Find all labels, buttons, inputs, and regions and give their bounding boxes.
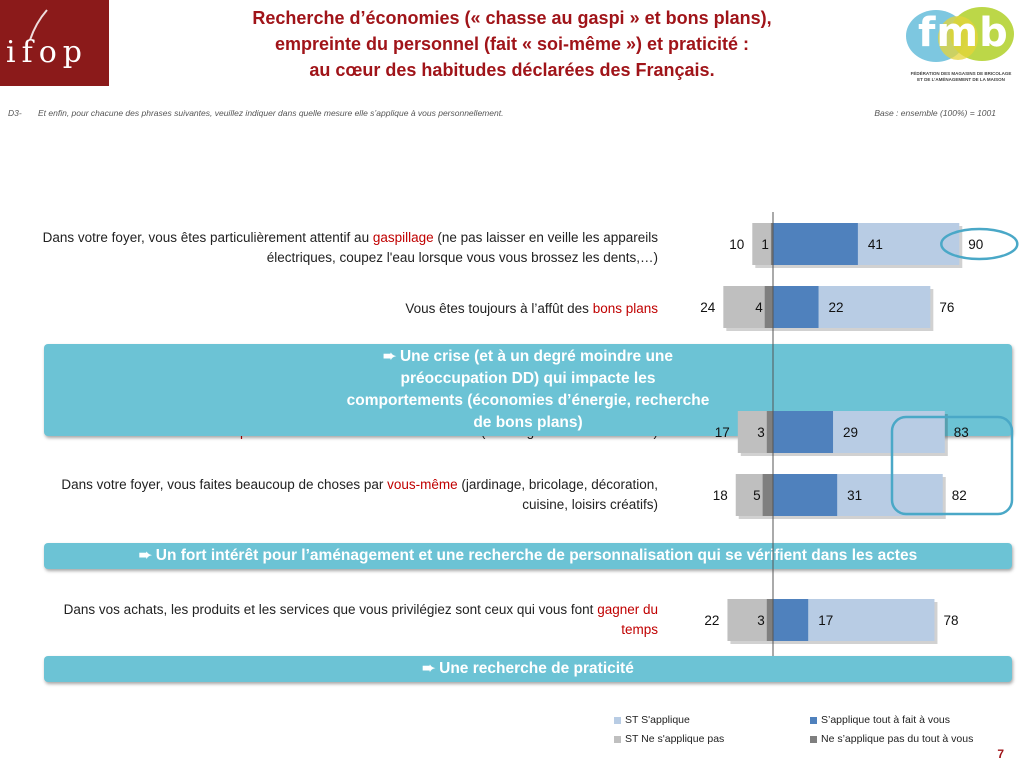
statement-highlight: vous-même xyxy=(387,477,458,492)
statement-highlight: gaspillage xyxy=(372,230,434,245)
statement-text: Dans votre foyer, vous faites beaucoup d… xyxy=(61,477,388,492)
fmb-logo xyxy=(906,7,1014,62)
bar-pas-du-tout xyxy=(762,474,773,516)
fmb-logo-yellow-circle xyxy=(938,16,978,60)
banner-text: Un fort intérêt pour l’aménagement et un… xyxy=(155,547,918,564)
value-label-pas-du-tout: 3 xyxy=(757,425,765,440)
statement-highlight: bons plans xyxy=(592,301,658,316)
base-note: Base : ensemble (100%) = 1001 xyxy=(874,108,996,118)
statement-text: (jardinage, bricolage, décoration, cuisi… xyxy=(457,477,658,512)
statement-text: (ne pas laisser en veille les appareils … xyxy=(266,230,658,265)
bar-tout-a-fait xyxy=(773,599,809,641)
value-label-st-applique: 82 xyxy=(952,488,967,503)
value-label-pas-du-tout: 1 xyxy=(761,237,769,252)
ifop-logo: ifop xyxy=(0,0,109,86)
value-label-st-applique: 78 xyxy=(943,613,958,628)
banner-amenagement: ➨ Un fort intérêt pour l’aménagement et u… xyxy=(44,543,1012,569)
banner-praticite: ➨ Une recherche de praticité xyxy=(44,656,1012,682)
question-text: Et enfin, pour chacune des phrases suiva… xyxy=(38,108,504,118)
legend-label: ST S'applique xyxy=(625,714,690,726)
page-title: Recherche d’économies (« chasse au gaspi… xyxy=(150,5,874,83)
banner-text: Une crise (et à un degré moindre une pré… xyxy=(346,348,710,431)
title-line-3: au cœur des habitudes déclarées des Fran… xyxy=(309,60,715,80)
arrow-icon: ➨ xyxy=(138,547,152,564)
statement-highlight: gagner du temps xyxy=(597,602,658,637)
title-line-2: empreinte du personnel (fait « soi-même … xyxy=(274,34,750,54)
legend-swatch xyxy=(614,735,621,743)
value-label-st-applique: 76 xyxy=(939,300,954,315)
page-number: 7 xyxy=(997,747,1004,761)
legend-item-st-ne-applique-pas: ST Ne s'applique pas xyxy=(614,733,724,745)
statement-text: Dans vos achats, les produits et les ser… xyxy=(63,602,598,617)
value-label-tout-a-fait: 17 xyxy=(818,613,833,628)
bar-tout-a-fait xyxy=(773,223,858,265)
bar-tout-a-fait xyxy=(773,474,838,516)
legend-item-st-applique: ST S'applique xyxy=(614,714,690,726)
ifop-logo-mark: ifop xyxy=(6,9,88,70)
value-label-tout-a-fait: 29 xyxy=(843,425,858,440)
value-label-st-ne-applique-pas: 10 xyxy=(729,237,744,252)
highlight-box-vous-meme xyxy=(890,415,1014,516)
legend-swatch xyxy=(614,716,621,724)
legend-swatch xyxy=(810,716,817,724)
value-label-pas-du-tout: 3 xyxy=(757,613,765,628)
statement-vous-meme: Dans votre foyer, vous faites beaucoup d… xyxy=(38,475,658,515)
title-line-1: Recherche d’économies (« chasse au gaspi… xyxy=(252,8,772,28)
legend-label: ST Ne s'applique pas xyxy=(625,733,725,745)
bar-pas-du-tout xyxy=(766,599,773,641)
bar-st-ne-applique-pas xyxy=(752,223,773,265)
value-label-st-ne-applique-pas: 24 xyxy=(700,300,716,315)
arrow-icon: ➨ xyxy=(382,348,396,365)
bar-pas-du-tout xyxy=(766,411,773,453)
value-label-pas-du-tout: 5 xyxy=(753,488,761,503)
value-label-st-applique: 90 xyxy=(968,237,983,252)
value-label-st-ne-applique-pas: 17 xyxy=(715,425,730,440)
bar-tout-a-fait xyxy=(773,411,834,453)
value-label-st-applique: 83 xyxy=(954,425,969,440)
value-label-tout-a-fait: 41 xyxy=(868,237,883,252)
statement-text: Vous êtes toujours à l’affût des xyxy=(405,301,593,316)
legend-label: Ne s’applique pas du tout à vous xyxy=(821,733,974,745)
arrow-icon: ➨ xyxy=(422,660,436,677)
legend-swatch xyxy=(810,735,817,743)
value-label-st-ne-applique-pas: 18 xyxy=(713,488,728,503)
bar-tout-a-fait xyxy=(773,286,819,328)
legend-label: S’applique tout à fait à vous xyxy=(821,714,951,726)
bar-pas-du-tout xyxy=(764,286,773,328)
banner-text: Une recherche de praticité xyxy=(439,660,634,677)
bar-pas-du-tout xyxy=(770,223,773,265)
ifop-logo-text: ifop xyxy=(6,35,88,70)
fmb-logo-caption: FÉDÉRATION DES MAGASINS DE BRICOLAGE ET … xyxy=(910,71,1012,82)
legend-item-pas-du-tout: Ne s’applique pas du tout à vous xyxy=(810,733,973,745)
value-label-st-ne-applique-pas: 22 xyxy=(704,613,719,628)
legend-item-tout-a-fait: S’applique tout à fait à vous xyxy=(810,714,950,726)
statement-gagner-temps: Dans vos achats, les produits et les ser… xyxy=(38,600,658,640)
statement-bons-plans: Vous êtes toujours à l’affût des bons pl… xyxy=(38,299,658,319)
value-label-pas-du-tout: 4 xyxy=(755,300,763,315)
highlight-circle-gaspillage xyxy=(940,227,1019,261)
statement-gaspillage: Dans votre foyer, vous êtes particulière… xyxy=(38,228,658,268)
statement-text: Dans votre foyer, vous êtes particulière… xyxy=(42,230,373,245)
question-code: D3- xyxy=(8,108,22,118)
fmb-logo-text: fmb xyxy=(918,10,1009,56)
bar-st-ne-applique-pas xyxy=(727,599,773,641)
value-label-tout-a-fait: 31 xyxy=(847,488,862,503)
value-label-tout-a-fait: 22 xyxy=(829,300,844,315)
